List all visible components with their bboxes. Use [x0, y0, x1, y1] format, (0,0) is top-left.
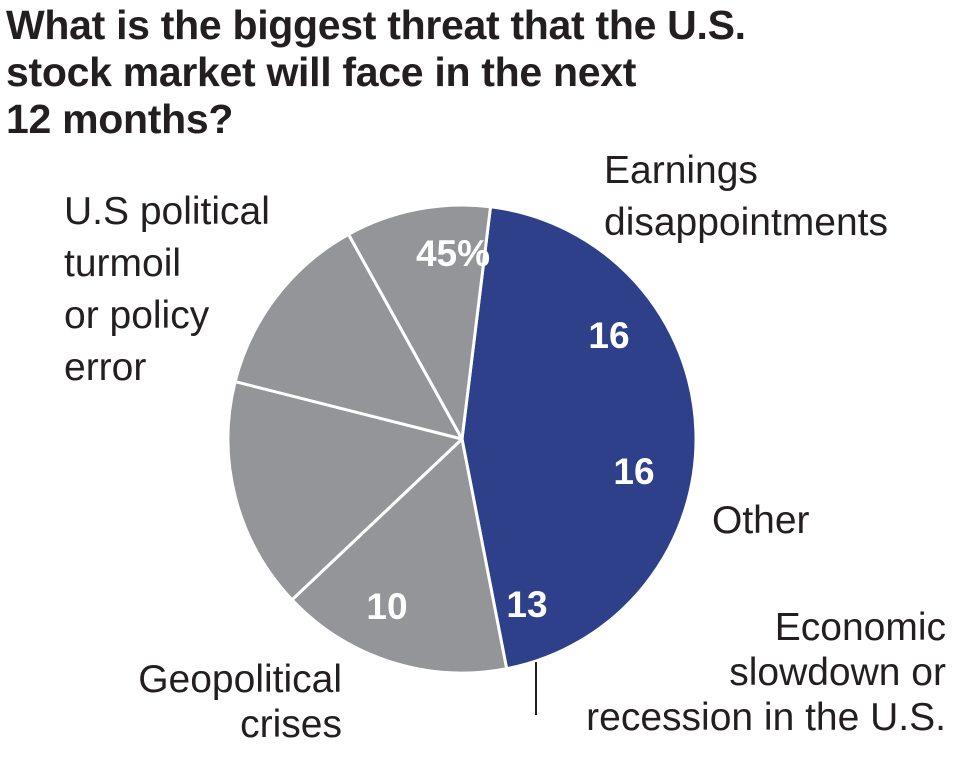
chart-title: What is the biggest threat that the U.S.… — [6, 2, 936, 143]
category-label-line: Geopolitical — [138, 658, 342, 701]
category-label: Other — [712, 499, 810, 542]
pie-slice-geopolitical-crises — [347, 203, 493, 441]
category-label-line: Earnings — [604, 149, 758, 192]
category-label-line: or policy — [64, 294, 210, 337]
category-label-line: slowdown or — [729, 651, 946, 694]
category-label-line: U.S political — [64, 190, 270, 233]
chart-title-line: What is the biggest threat that the U.S. — [6, 2, 746, 48]
category-label-line: recession in the U.S. — [586, 696, 946, 739]
category-label: Geopolitical crises — [138, 658, 342, 746]
chart-title-line: stock market will face in the next — [6, 49, 637, 95]
slice-value-label: 13 — [506, 584, 547, 625]
category-label: Earnings disappointments — [604, 149, 888, 244]
pie-slices — [226, 203, 698, 675]
slice-value-labels: 45% 16 16 13 10 — [366, 233, 654, 627]
category-label-line: disappointments — [604, 201, 888, 244]
category-label-line: Other — [712, 499, 810, 542]
category-label-line: error — [64, 346, 146, 389]
slice-value-label: 16 — [613, 451, 654, 492]
pie-slice-u-s-political-turmoil-or-policy-error — [460, 205, 698, 671]
slice-value-label: 10 — [366, 586, 407, 627]
category-label-line: crises — [240, 703, 342, 746]
category-labels: U.S political turmoil or policy error Earnin… — [64, 149, 946, 746]
chart-title-line: 12 months? — [6, 96, 234, 142]
slice-value-label: 16 — [588, 315, 629, 356]
category-label-line: Economic — [775, 606, 946, 649]
pie-slice-economic-slowdown-or-recession-in-the-u-s — [233, 232, 464, 441]
slice-value-label: 45% — [416, 233, 490, 274]
pie-slice-other — [226, 380, 464, 602]
category-label: Economic slowdown or recession in the U.S. — [586, 606, 946, 739]
pie-slice-earnings-disappointments — [290, 437, 509, 675]
category-label-line: turmoil — [64, 242, 181, 285]
category-label: U.S political turmoil or policy error — [64, 190, 270, 389]
